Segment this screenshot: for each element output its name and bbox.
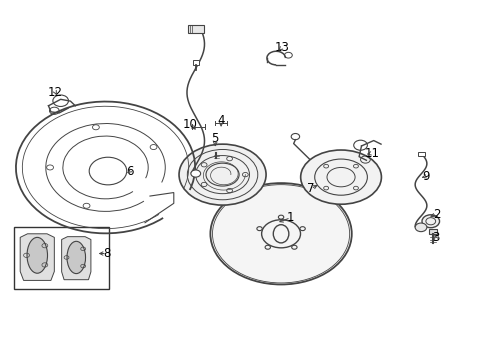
Ellipse shape: [210, 183, 351, 284]
Polygon shape: [61, 237, 91, 280]
Bar: [212, 149, 220, 153]
Text: 2: 2: [432, 208, 440, 221]
Circle shape: [190, 170, 200, 177]
Text: 5: 5: [211, 132, 219, 145]
Ellipse shape: [67, 241, 85, 274]
Text: 9: 9: [421, 170, 429, 183]
Bar: [192, 60, 198, 65]
Circle shape: [421, 215, 439, 228]
Ellipse shape: [300, 150, 381, 204]
Text: 12: 12: [48, 86, 62, 99]
Text: 4: 4: [217, 114, 224, 127]
Circle shape: [414, 223, 426, 231]
Ellipse shape: [27, 237, 47, 273]
Polygon shape: [20, 234, 54, 280]
Bar: [417, 152, 425, 156]
Text: 13: 13: [274, 41, 289, 54]
Text: 6: 6: [126, 165, 133, 177]
Text: 1: 1: [286, 211, 294, 224]
Text: 10: 10: [182, 118, 197, 131]
Bar: [188, 25, 203, 33]
Text: 7: 7: [306, 183, 314, 195]
Text: 3: 3: [431, 231, 438, 244]
Bar: [428, 229, 436, 234]
Bar: [14, 226, 109, 289]
Ellipse shape: [179, 144, 265, 205]
Text: 11: 11: [364, 147, 379, 159]
Text: 8: 8: [103, 247, 110, 260]
